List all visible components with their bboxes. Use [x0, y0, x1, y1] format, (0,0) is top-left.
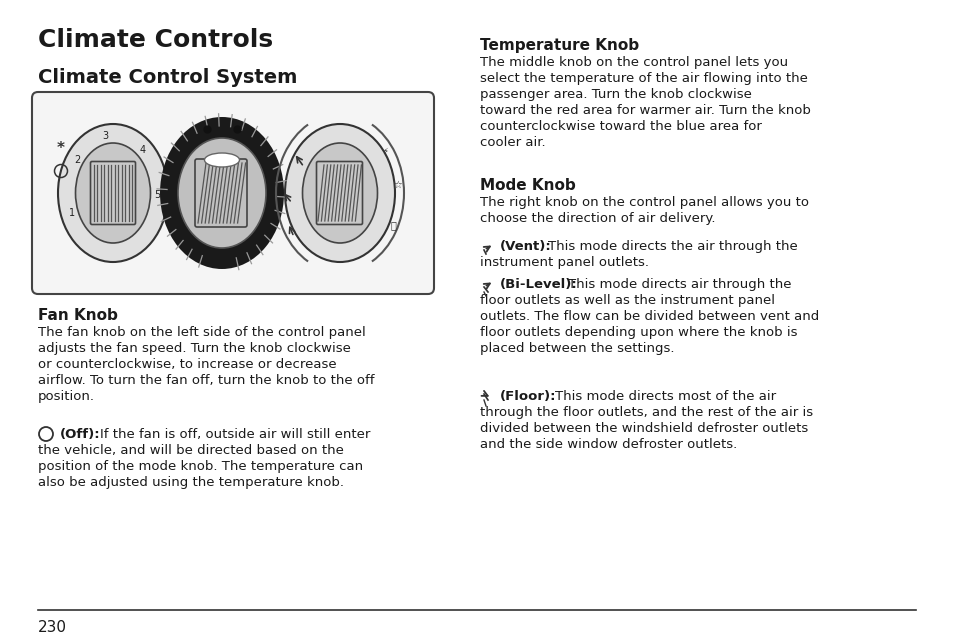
Ellipse shape [204, 153, 239, 167]
Ellipse shape [58, 124, 168, 262]
FancyBboxPatch shape [32, 92, 434, 294]
Text: The middle knob on the control panel lets you: The middle knob on the control panel let… [479, 56, 787, 69]
Text: 1: 1 [69, 208, 74, 218]
Text: 3: 3 [102, 131, 109, 141]
Text: airflow. To turn the fan off, turn the knob to the off: airflow. To turn the fan off, turn the k… [38, 374, 375, 387]
Ellipse shape [178, 138, 266, 248]
Text: floor outlets depending upon where the knob is: floor outlets depending upon where the k… [479, 326, 797, 339]
Text: This mode directs the air through the: This mode directs the air through the [547, 240, 797, 253]
Text: (Bi-Level):: (Bi-Level): [499, 278, 578, 291]
Text: ☆: ☆ [394, 180, 402, 190]
Ellipse shape [302, 143, 377, 243]
Text: (Vent):: (Vent): [499, 240, 551, 253]
Text: The right knob on the control panel allows you to: The right knob on the control panel allo… [479, 196, 808, 209]
Text: Fan Knob: Fan Knob [38, 308, 118, 323]
Text: Mode Knob: Mode Knob [479, 178, 576, 193]
Text: 5: 5 [153, 190, 160, 200]
Text: counterclockwise toward the blue area for: counterclockwise toward the blue area fo… [479, 120, 761, 133]
Text: (Floor):: (Floor): [499, 390, 556, 403]
Text: position.: position. [38, 390, 95, 403]
Text: passenger area. Turn the knob clockwise: passenger area. Turn the knob clockwise [479, 88, 751, 101]
Text: The fan knob on the left side of the control panel: The fan knob on the left side of the con… [38, 326, 365, 339]
Text: or counterclockwise, to increase or decrease: or counterclockwise, to increase or decr… [38, 358, 336, 371]
Ellipse shape [75, 143, 151, 243]
Text: adjusts the fan speed. Turn the knob clockwise: adjusts the fan speed. Turn the knob clo… [38, 342, 351, 355]
Text: floor outlets as well as the instrument panel: floor outlets as well as the instrument … [479, 294, 774, 307]
Text: This mode directs most of the air: This mode directs most of the air [555, 390, 776, 403]
Text: ⚡: ⚡ [381, 146, 388, 155]
Text: ⫅: ⫅ [390, 220, 395, 230]
Text: Temperature Knob: Temperature Knob [479, 38, 639, 53]
Text: also be adjusted using the temperature knob.: also be adjusted using the temperature k… [38, 476, 344, 489]
Text: instrument panel outlets.: instrument panel outlets. [479, 256, 648, 269]
Text: position of the mode knob. The temperature can: position of the mode knob. The temperatu… [38, 460, 363, 473]
Text: If the fan is off, outside air will still enter: If the fan is off, outside air will stil… [100, 428, 370, 441]
Text: 4: 4 [139, 145, 146, 155]
Ellipse shape [285, 124, 395, 262]
Text: outlets. The flow can be divided between vent and: outlets. The flow can be divided between… [479, 310, 819, 323]
Ellipse shape [160, 117, 284, 269]
Text: choose the direction of air delivery.: choose the direction of air delivery. [479, 212, 715, 225]
Text: toward the red area for warmer air. Turn the knob: toward the red area for warmer air. Turn… [479, 104, 810, 117]
Text: divided between the windshield defroster outlets: divided between the windshield defroster… [479, 422, 807, 435]
Text: and the side window defroster outlets.: and the side window defroster outlets. [479, 438, 737, 451]
Text: 2: 2 [73, 155, 80, 165]
Text: cooler air.: cooler air. [479, 136, 545, 149]
Text: the vehicle, and will be directed based on the: the vehicle, and will be directed based … [38, 444, 343, 457]
Text: Climate Control System: Climate Control System [38, 68, 297, 87]
Text: 230: 230 [38, 620, 67, 635]
Text: select the temperature of the air flowing into the: select the temperature of the air flowin… [479, 72, 807, 85]
Text: *: * [57, 141, 65, 156]
Text: through the floor outlets, and the rest of the air is: through the floor outlets, and the rest … [479, 406, 812, 419]
Text: placed between the settings.: placed between the settings. [479, 342, 674, 355]
Text: (Off):: (Off): [60, 428, 100, 441]
Text: Climate Controls: Climate Controls [38, 28, 273, 52]
Text: This mode directs air through the: This mode directs air through the [567, 278, 791, 291]
